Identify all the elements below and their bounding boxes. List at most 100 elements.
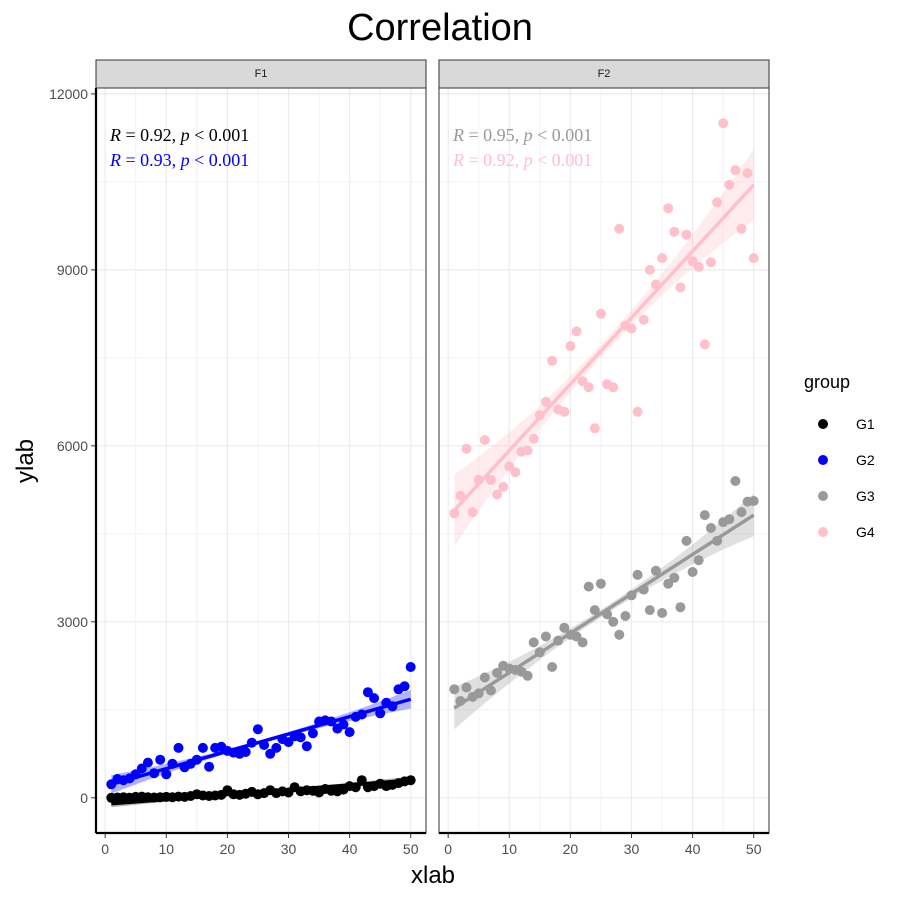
data-point (204, 761, 215, 772)
y-tick-label: 6000 (57, 438, 88, 454)
p-value: < 0.001 (190, 150, 250, 170)
data-point (742, 168, 753, 179)
p-value: < 0.001 (533, 125, 593, 145)
data-point (650, 565, 661, 576)
legend-title: group (804, 372, 850, 392)
data-point (356, 775, 367, 786)
data-point (161, 769, 172, 780)
y-tick-label: 9000 (57, 262, 88, 278)
data-point (699, 339, 710, 350)
data-point (693, 261, 704, 272)
data-point (387, 701, 398, 712)
legend-label: G4 (856, 524, 875, 540)
data-point (724, 514, 735, 525)
regression-line (452, 183, 756, 512)
data-point (712, 535, 723, 546)
data-point (155, 754, 166, 765)
data-point (626, 590, 637, 601)
data-point (608, 382, 619, 393)
data-point (399, 681, 410, 692)
legend-item-g2: G2 (818, 452, 875, 468)
data-point (705, 523, 716, 533)
series-g2 (106, 662, 416, 794)
data-point (240, 747, 251, 757)
data-point (565, 341, 576, 352)
data-point (663, 203, 674, 214)
data-point (657, 253, 668, 264)
data-point (356, 709, 367, 720)
legend-key (818, 419, 828, 429)
data-point (473, 688, 484, 699)
legend-label: G3 (856, 488, 875, 504)
x-tick-label: 40 (685, 841, 701, 857)
data-point (271, 742, 282, 753)
x-tick-label: 30 (281, 841, 297, 857)
data-point (736, 507, 747, 518)
data-point (467, 507, 478, 518)
x-axis-title: xlab (411, 862, 455, 889)
r-value: 0.92 (483, 150, 515, 170)
separator: , (515, 150, 524, 170)
data-point (461, 682, 472, 693)
data-point (479, 435, 490, 445)
data-point (167, 758, 178, 769)
data-point (405, 662, 416, 672)
separator: , (172, 150, 181, 170)
y-tick-label: 0 (80, 790, 88, 806)
p-symbol: p (522, 125, 533, 145)
data-point (492, 489, 503, 500)
data-point (553, 635, 564, 646)
data-point (522, 445, 533, 456)
p-symbol: p (179, 125, 190, 145)
data-point (730, 476, 741, 486)
data-point (307, 728, 318, 739)
r-value: 0.92 (140, 125, 172, 145)
data-point (595, 308, 606, 319)
r-value: 0.95 (483, 125, 515, 145)
data-point (449, 508, 460, 519)
data-point (632, 569, 643, 580)
data-point (559, 622, 570, 633)
data-point (608, 616, 619, 627)
data-point (473, 474, 484, 485)
data-point (492, 667, 503, 678)
p-value: < 0.001 (190, 125, 250, 145)
data-point (449, 684, 460, 695)
data-point (712, 197, 723, 208)
data-point (748, 253, 759, 264)
legend-key (818, 527, 828, 537)
y-axis-title: ylab (12, 439, 39, 483)
data-point (498, 481, 509, 492)
facet-strip (438, 59, 770, 89)
data-point (369, 693, 380, 704)
data-point (571, 326, 582, 337)
legend-item-g4: G4 (818, 524, 875, 540)
legend-item-g1: G1 (818, 416, 875, 432)
x-tick-label: 30 (624, 841, 640, 857)
data-point (191, 754, 202, 765)
legend: group G1 G2 G3 G4 (804, 372, 875, 540)
x-tick-label: 40 (342, 841, 358, 857)
p-symbol: p (522, 150, 533, 170)
x-tick-label: 20 (563, 841, 579, 857)
r-symbol: R (452, 150, 464, 170)
data-point (638, 314, 649, 325)
x-tick-label: 20 (220, 841, 236, 857)
data-point (681, 535, 692, 546)
legend-label: G1 (856, 416, 875, 432)
data-point (461, 443, 472, 454)
chart-title: Correlation (347, 7, 533, 49)
x-tick-label: 0 (101, 841, 109, 857)
data-point (687, 567, 698, 577)
data-point (362, 687, 373, 698)
data-point (675, 282, 686, 293)
data-point (350, 782, 361, 793)
legend-key (818, 455, 828, 465)
data-point (614, 629, 625, 640)
data-point (626, 323, 637, 334)
r-symbol: R (452, 125, 464, 145)
panel-background (96, 88, 426, 833)
data-point (693, 555, 704, 566)
